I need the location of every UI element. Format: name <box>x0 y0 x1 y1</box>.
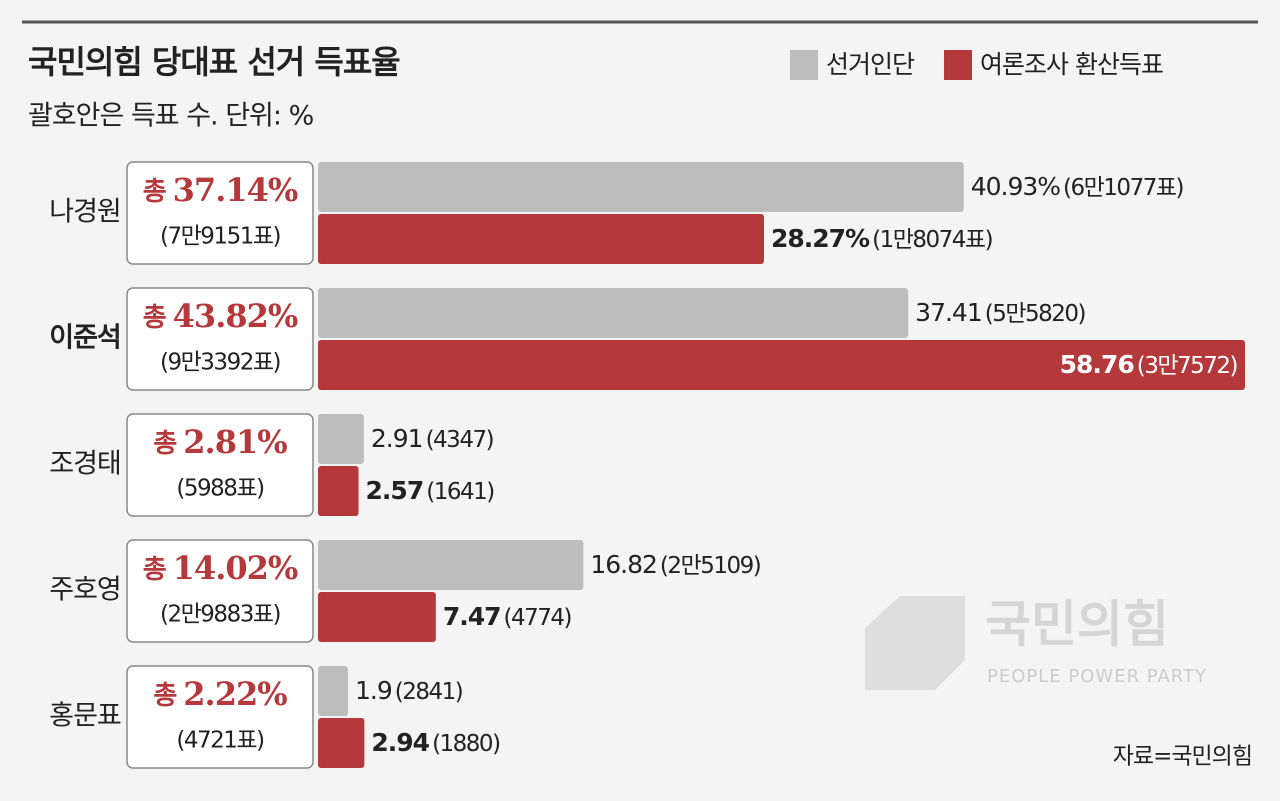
bar <box>318 466 359 516</box>
total-label: 총 2.22% <box>153 675 287 713</box>
vote-text: (4774) <box>504 605 571 631</box>
value-label: 37.41 (5만5820) <box>915 298 1085 327</box>
source: 자료=국민의힘 <box>1113 744 1252 770</box>
value-label: 2.57 (1641) <box>366 476 494 505</box>
total-value: 14.02% <box>173 549 298 587</box>
total-value: 43.82% <box>173 297 298 335</box>
value-label: 28.27% (1만8074표) <box>771 224 992 253</box>
bar <box>318 162 964 212</box>
vote-text: (4347) <box>426 427 493 453</box>
value-text: 2.94 <box>371 728 429 757</box>
total-value: 37.14% <box>173 171 298 209</box>
watermark: 국민의힘 PEOPLE POWER PARTY <box>865 596 1207 690</box>
value-label: 2.91 (4347) <box>371 424 493 453</box>
total-prefix: 총 <box>143 555 167 585</box>
bar <box>318 540 584 590</box>
vote-text: (2만5109) <box>660 553 760 579</box>
category-label: 나경원 <box>49 197 121 228</box>
total-value: 2.81% <box>183 423 287 461</box>
total-label: 총 2.81% <box>153 423 287 461</box>
value-text: 7.47 <box>443 602 501 631</box>
vote-text: (6만1077표) <box>1063 175 1183 201</box>
value-text: 37.41 <box>915 298 982 327</box>
chart-subtitle: 괄호안은 득표 수. 단위: % <box>28 101 314 132</box>
value-text: 28.27% <box>771 224 870 253</box>
vote-text: (1641) <box>426 479 493 505</box>
total-box <box>126 161 314 265</box>
total-value: 2.22% <box>183 675 287 713</box>
category-label: 이준석 <box>49 323 121 354</box>
vote-text: (1만8074표) <box>872 227 992 253</box>
total-votes: (2만9883표) <box>160 602 280 628</box>
value-label: 58.76 (3만7572) <box>1060 350 1237 379</box>
value-text: 16.82 <box>590 550 657 579</box>
total-box <box>126 665 314 769</box>
value-text: 2.91 <box>371 424 423 453</box>
legend-label: 여론조사 환산득표 <box>980 50 1163 79</box>
bar <box>318 340 1245 390</box>
legend-swatch <box>944 50 973 80</box>
total-box <box>126 287 314 391</box>
total-box <box>126 413 314 517</box>
total-prefix: 총 <box>143 177 167 207</box>
bar <box>318 214 764 264</box>
total-prefix: 총 <box>153 429 177 459</box>
legend-swatch <box>790 50 818 80</box>
total-votes: (9만3392표) <box>160 350 280 376</box>
legend-label: 선거인단 <box>826 50 915 79</box>
value-label: 40.93% (6만1077표) <box>971 172 1183 201</box>
total-prefix: 총 <box>143 303 167 333</box>
total-label: 총 14.02% <box>143 549 298 587</box>
category-label: 조경태 <box>49 449 121 480</box>
watermark-name: 국민의힘 <box>985 596 1169 654</box>
vote-text: (5만5820) <box>985 301 1085 327</box>
total-label: 총 43.82% <box>143 297 298 335</box>
bar <box>318 288 909 338</box>
vote-text: (3만7572) <box>1137 353 1237 379</box>
value-text: 58.76 <box>1060 350 1135 379</box>
value-text: 2.57 <box>366 476 424 505</box>
total-votes: (4721표) <box>176 728 263 754</box>
category-label: 홍문표 <box>49 701 121 732</box>
total-label: 총 37.14% <box>143 171 298 209</box>
total-box <box>126 539 314 643</box>
vote-text: (2841) <box>395 679 462 705</box>
value-text: 40.93% <box>971 172 1061 201</box>
bar <box>318 592 436 642</box>
category-label: 주호영 <box>49 575 121 606</box>
total-votes: (7만9151표) <box>160 224 280 250</box>
bar <box>318 666 348 716</box>
bar <box>318 414 364 464</box>
value-text: 1.9 <box>355 676 392 705</box>
value-label: 16.82 (2만5109) <box>590 550 760 579</box>
value-label: 1.9 (2841) <box>355 676 462 705</box>
value-label: 2.94 (1880) <box>371 728 499 757</box>
total-votes: (5988표) <box>176 476 263 502</box>
watermark-logo <box>865 596 965 690</box>
watermark-tagline: PEOPLE POWER PARTY <box>987 666 1207 687</box>
chart-title: 국민의힘 당대표 선거 득표율 <box>28 43 400 81</box>
vote-text: (1880) <box>432 731 499 757</box>
bar <box>318 718 365 768</box>
value-label: 7.47 (4774) <box>443 602 571 631</box>
total-prefix: 총 <box>153 681 177 711</box>
